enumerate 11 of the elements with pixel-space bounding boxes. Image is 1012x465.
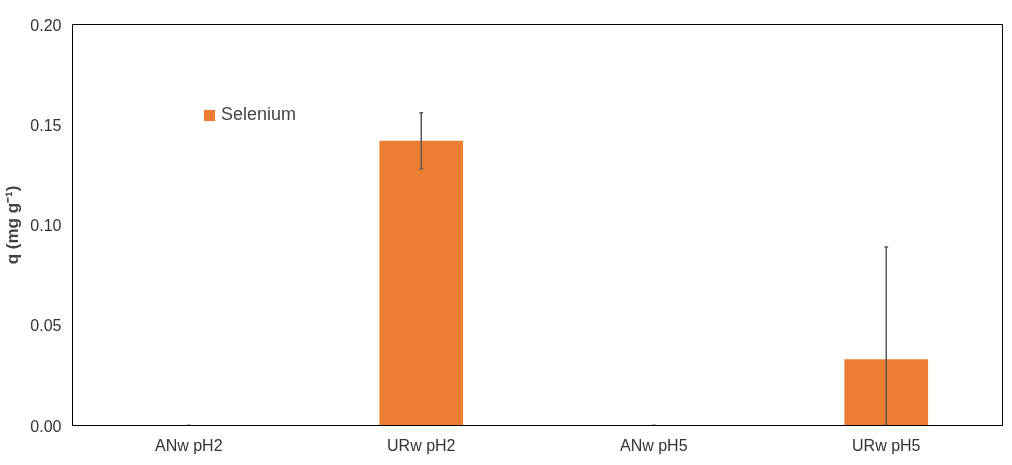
y-tick-label: 0.20 — [30, 16, 62, 34]
y-tick-label: 0.15 — [30, 116, 62, 134]
x-tick-label: ANw pH2 — [154, 436, 223, 454]
legend-label: Selenium — [221, 104, 297, 125]
y-tick-label: 0.00 — [30, 417, 62, 435]
x-tick-label: ANw pH5 — [619, 436, 688, 454]
y-axis-title: q (mg g⁻¹) — [3, 185, 23, 265]
y-tick-label: 0.05 — [30, 317, 62, 335]
x-tick-label: URw pH5 — [852, 436, 921, 454]
y-tick-label: 0.10 — [30, 217, 62, 234]
x-tick-label: URw pH2 — [387, 436, 456, 454]
